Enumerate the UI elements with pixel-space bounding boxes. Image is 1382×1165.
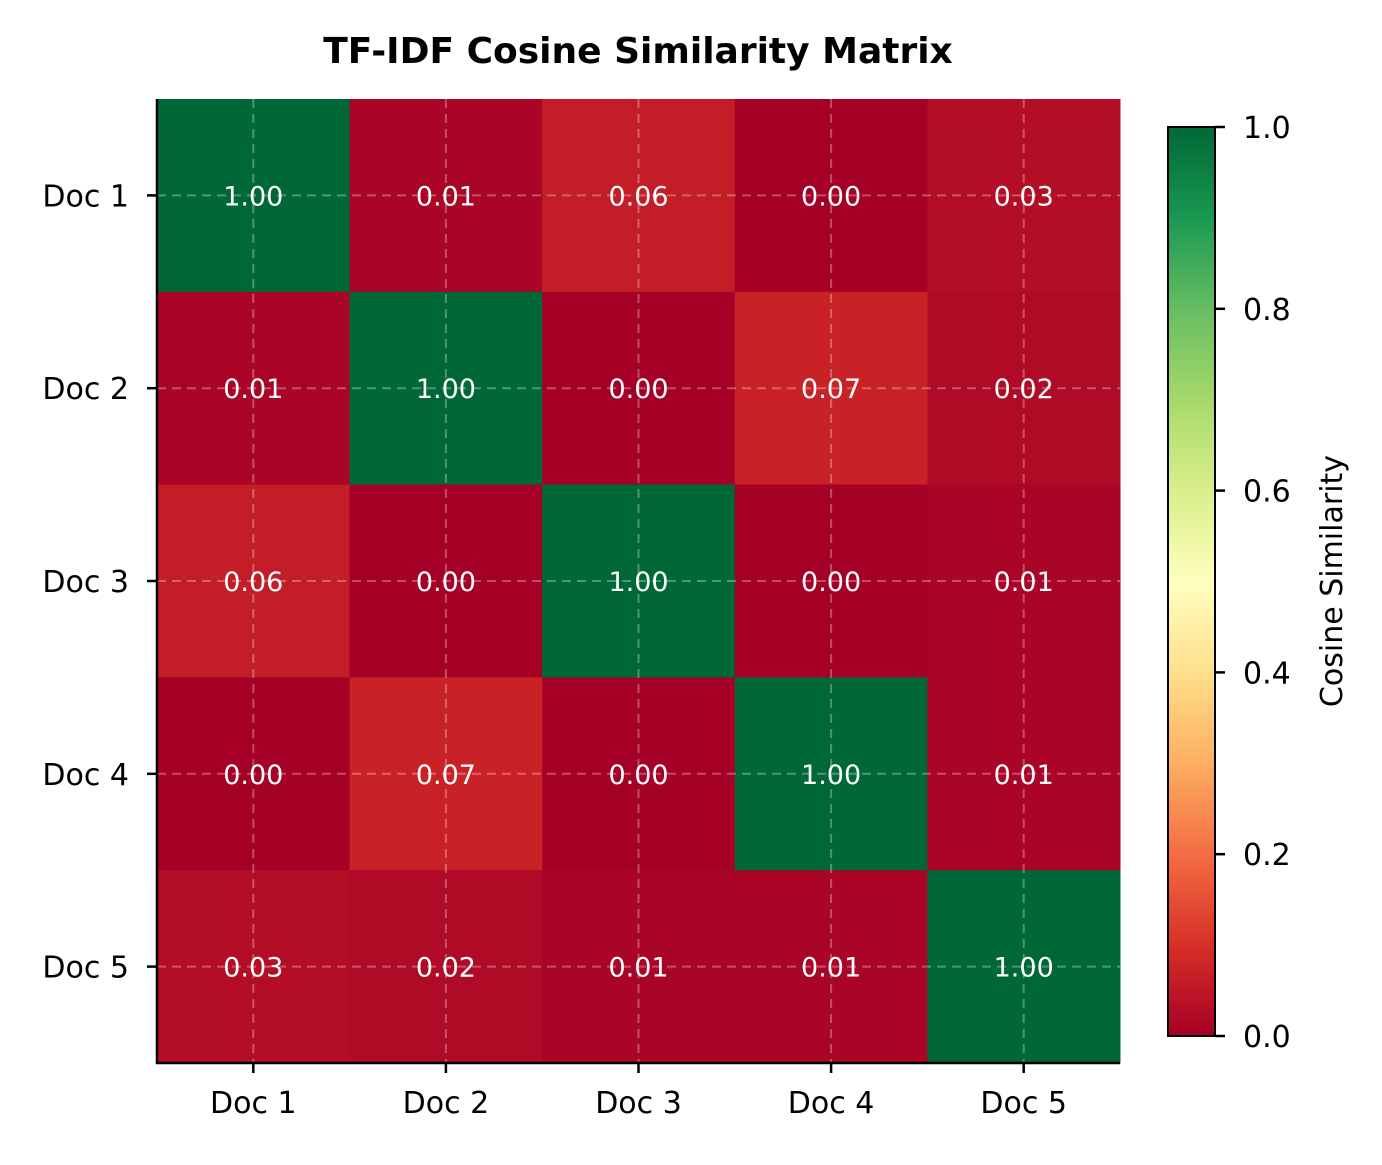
heatmap-cell xyxy=(734,677,928,871)
heatmap-cell xyxy=(157,99,351,293)
heatmap-cell xyxy=(157,677,351,871)
colorbar-gradient xyxy=(1167,126,1216,1037)
x-tick-label: Doc 1 xyxy=(210,1086,297,1121)
cell-value-label: 0.00 xyxy=(416,567,476,598)
y-tick-label: Doc 2 xyxy=(42,372,129,407)
cell-value-label: 0.00 xyxy=(223,760,283,791)
cell-value-label: 0.00 xyxy=(608,374,668,405)
heatmap-cell xyxy=(542,484,736,678)
cell-value-label: 0.02 xyxy=(994,374,1054,405)
cell-value-label: 0.01 xyxy=(994,567,1054,598)
x-tick-label: Doc 3 xyxy=(595,1086,682,1121)
cell-value-label: 1.00 xyxy=(416,374,476,405)
colorbar-tick-label: 0.6 xyxy=(1243,475,1291,510)
cell-value-label: 1.00 xyxy=(801,760,861,791)
heatmap-cell xyxy=(542,677,736,871)
heatmap-cell xyxy=(349,870,543,1064)
cell-value-label: 0.03 xyxy=(994,181,1054,212)
x-tick-label: Doc 4 xyxy=(788,1086,875,1121)
colorbar-tick-label: 0.8 xyxy=(1243,293,1291,328)
cell-value-label: 0.07 xyxy=(416,760,476,791)
heatmap-cell xyxy=(542,99,736,293)
grid-lines xyxy=(157,99,1120,1063)
heatmap-cell xyxy=(157,484,351,678)
heatmap-cell xyxy=(734,99,928,293)
heatmap-cell xyxy=(542,291,736,486)
colorbar-tick-label: 0.0 xyxy=(1243,1020,1291,1055)
heatmap-cell xyxy=(349,99,543,293)
cell-value-label: 1.00 xyxy=(608,567,668,598)
heatmap-cell xyxy=(349,484,543,678)
cell-value-label: 0.06 xyxy=(223,567,283,598)
cell-value-label: 0.00 xyxy=(801,181,861,212)
heatmap-cell xyxy=(349,291,543,486)
cell-value-label: 0.01 xyxy=(994,760,1054,791)
heatmap-cell xyxy=(349,677,543,871)
y-tick-label: Doc 1 xyxy=(42,179,129,214)
heatmap-cell xyxy=(927,677,1121,871)
cell-value-label: 0.06 xyxy=(608,181,668,212)
colorbar: Cosine Similarity 0.0 0.2 0.4 0.6 0.8 1.0 xyxy=(1167,111,1350,1055)
heatmap-cell xyxy=(157,870,351,1064)
axes: Doc 1 Doc 2 Doc 3 Doc 4 Doc 5 Doc 1 Doc 2 Doc 3… xyxy=(42,99,1120,1121)
colorbar-tick-label: 1.0 xyxy=(1243,111,1291,146)
cell-value-label: 0.07 xyxy=(801,374,861,405)
cell-value-label: 0.02 xyxy=(416,953,476,984)
y-tick-label: Doc 4 xyxy=(42,758,129,793)
cell-value-label: 1.00 xyxy=(223,181,283,212)
cell-value-label: 0.01 xyxy=(223,374,283,405)
heatmap-cell xyxy=(927,870,1121,1064)
y-tick-label: Doc 5 xyxy=(42,951,129,986)
heatmap-cell xyxy=(734,484,928,678)
cell-value-label: 0.03 xyxy=(223,953,283,984)
colorbar-label: Cosine Similarity xyxy=(1315,455,1350,707)
cell-value-label: 0.01 xyxy=(801,953,861,984)
heatmap-cell xyxy=(927,291,1121,486)
heatmap-cell xyxy=(927,484,1121,678)
cell-value-label: 1.00 xyxy=(994,953,1054,984)
colorbar-tick-label: 0.2 xyxy=(1243,838,1291,873)
chart-title: TF-IDF Cosine Similarity Matrix xyxy=(323,31,953,72)
cell-value-label: 0.01 xyxy=(416,181,476,212)
cell-labels: 1.00 0.01 0.06 0.00 0.03 0.01 1.00 0.00 0.07 0.02… xyxy=(223,181,1054,983)
heatmap-cells xyxy=(157,99,1121,1064)
colorbar-tick-label: 0.4 xyxy=(1243,656,1291,691)
heatmap-cell xyxy=(734,291,928,486)
x-tick-label: Doc 2 xyxy=(403,1086,490,1121)
y-tick-label: Doc 3 xyxy=(42,565,129,600)
heatmap-cell xyxy=(927,99,1121,293)
heatmap-cell xyxy=(157,291,351,486)
heatmap-cell xyxy=(734,870,928,1064)
cell-value-label: 0.00 xyxy=(608,760,668,791)
heatmap-cell xyxy=(542,870,736,1064)
x-tick-label: Doc 5 xyxy=(980,1086,1067,1121)
cell-value-label: 0.01 xyxy=(608,953,668,984)
cell-value-label: 0.00 xyxy=(801,567,861,598)
